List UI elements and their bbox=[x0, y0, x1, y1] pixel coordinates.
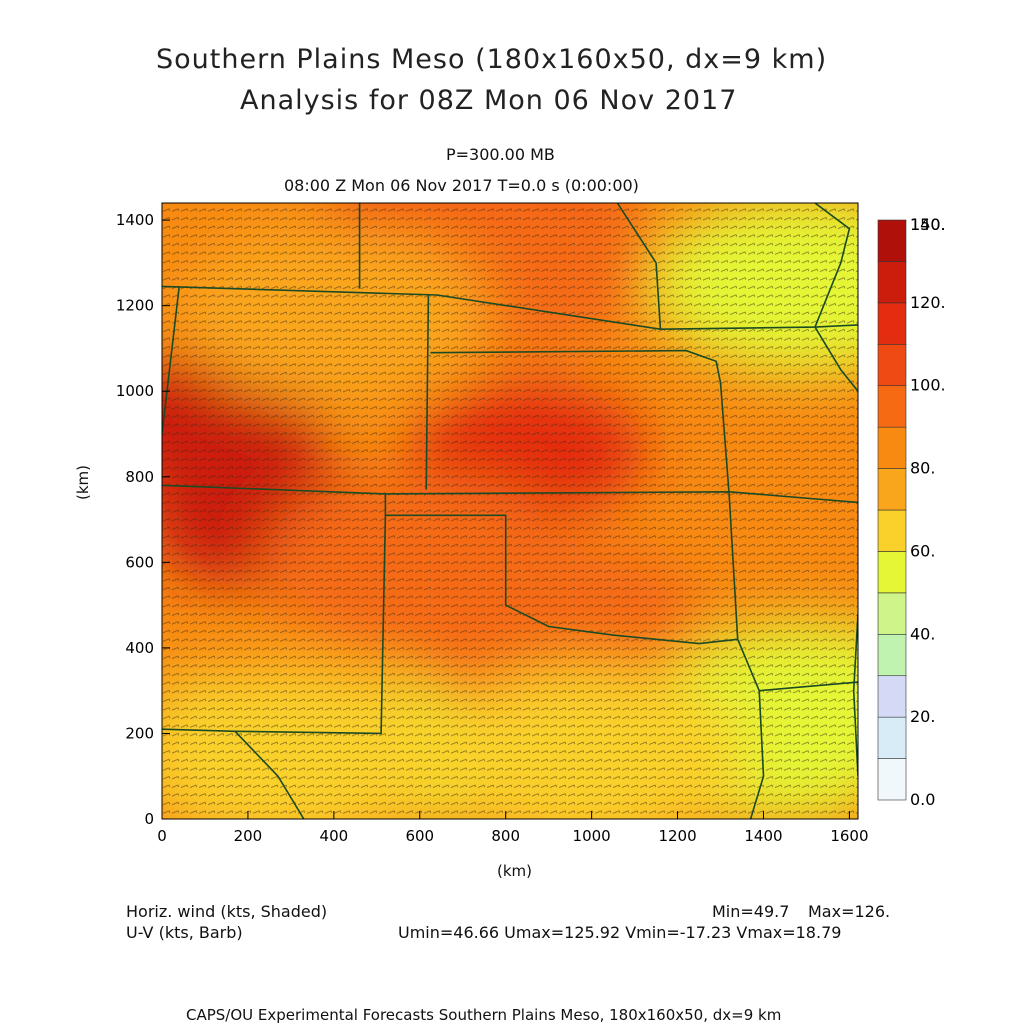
colorbar-bin bbox=[877, 509, 907, 552]
colorbar-bin bbox=[877, 633, 907, 677]
colorbar-bin bbox=[877, 675, 907, 718]
colorbar-label: 60. bbox=[910, 541, 935, 560]
colorbar-label: 0.0 bbox=[910, 790, 935, 809]
colorbar-label: 140. bbox=[910, 215, 946, 234]
y-tick-label: 800 bbox=[125, 468, 154, 486]
colorbar-bin bbox=[877, 219, 907, 262]
state-border-4 bbox=[430, 349, 739, 640]
colorbar-bin bbox=[877, 468, 907, 511]
field-label: Horiz. wind (kts, Shaded) bbox=[126, 902, 328, 921]
state-border-2 bbox=[425, 294, 430, 490]
colorbar-bin bbox=[877, 426, 907, 469]
y-tick-label: 200 bbox=[125, 724, 154, 742]
state-border-13 bbox=[162, 286, 180, 435]
valid-time: 08:00 Z Mon 06 Nov 2017 T=0.0 s (0:00:00… bbox=[284, 176, 639, 195]
colorbar-bin bbox=[877, 716, 907, 759]
colorbar-bin bbox=[877, 343, 907, 387]
colorbar-bin bbox=[877, 592, 907, 635]
y-tick-label: 1400 bbox=[116, 211, 154, 229]
pressure-level: P=300.00 MB bbox=[446, 145, 555, 164]
state-border-11 bbox=[814, 203, 858, 392]
x-tick-label: 0 bbox=[157, 827, 167, 845]
colorbar: 150.140. 120. 100. 80. 60. 40. 20. 0.0 bbox=[877, 215, 946, 809]
state-border-10 bbox=[616, 203, 662, 330]
min-value: Min=49.7 bbox=[712, 902, 790, 921]
y-tick-label: 600 bbox=[125, 553, 154, 571]
max-value: Max=126. bbox=[808, 902, 891, 921]
wind-barbs bbox=[162, 203, 858, 819]
barb-label: U-V (kts, Barb) bbox=[126, 923, 243, 942]
x-tick-label: 800 bbox=[491, 827, 520, 845]
state-border-12 bbox=[852, 613, 858, 777]
colorbar-bin bbox=[877, 261, 907, 304]
y-tick-label: 400 bbox=[125, 639, 154, 657]
chart-title-line1: Southern Plains Meso (180x160x50, dx=9 k… bbox=[156, 44, 828, 75]
state-border-9 bbox=[749, 690, 765, 819]
state-border-6 bbox=[162, 515, 387, 735]
colorbar-bin bbox=[877, 385, 907, 428]
x-tick-label: 1600 bbox=[830, 827, 868, 845]
colorbar-label: 120. bbox=[910, 293, 946, 312]
chart-title-line2: Analysis for 08Z Mon 06 Nov 2017 bbox=[240, 85, 738, 116]
colorbar-label: 20. bbox=[910, 707, 935, 726]
state-borders bbox=[162, 203, 858, 819]
x-axis-label: (km) bbox=[497, 862, 533, 880]
colorbar-label: 80. bbox=[910, 459, 935, 478]
y-tick-label: 1200 bbox=[116, 297, 154, 315]
colorbar-bin bbox=[877, 758, 907, 801]
state-border-3 bbox=[162, 484, 858, 504]
x-tick-label: 1200 bbox=[658, 827, 696, 845]
colorbar-bin bbox=[877, 302, 907, 345]
colorbar-label: 100. bbox=[910, 376, 946, 395]
x-tick-label: 600 bbox=[405, 827, 434, 845]
y-tick-label: 1000 bbox=[116, 382, 154, 400]
x-tick-label: 1400 bbox=[744, 827, 782, 845]
x-tick-label: 400 bbox=[320, 827, 349, 845]
footer-credit: CAPS/OU Experimental Forecasts Southern … bbox=[186, 1006, 782, 1024]
state-border-7 bbox=[234, 730, 305, 819]
colorbar-label: 150. bbox=[910, 215, 946, 234]
y-tick-label: 0 bbox=[144, 810, 154, 828]
axes: 0 200 400 600 800 1000 1200 1400 1600 0 200 400 600 8… bbox=[116, 211, 869, 845]
uv-stats: Umin=46.66 Umax=125.92 Vmin=-17.23 Vmax=… bbox=[398, 923, 842, 942]
y-axis-label: (km) bbox=[74, 464, 92, 500]
colorbar-bin bbox=[877, 551, 907, 594]
colorbar-label: 40. bbox=[910, 624, 935, 643]
state-border-5 bbox=[384, 493, 738, 645]
plot-frame bbox=[161, 202, 859, 820]
x-tick-label: 1000 bbox=[573, 827, 611, 845]
x-tick-label: 200 bbox=[234, 827, 263, 845]
